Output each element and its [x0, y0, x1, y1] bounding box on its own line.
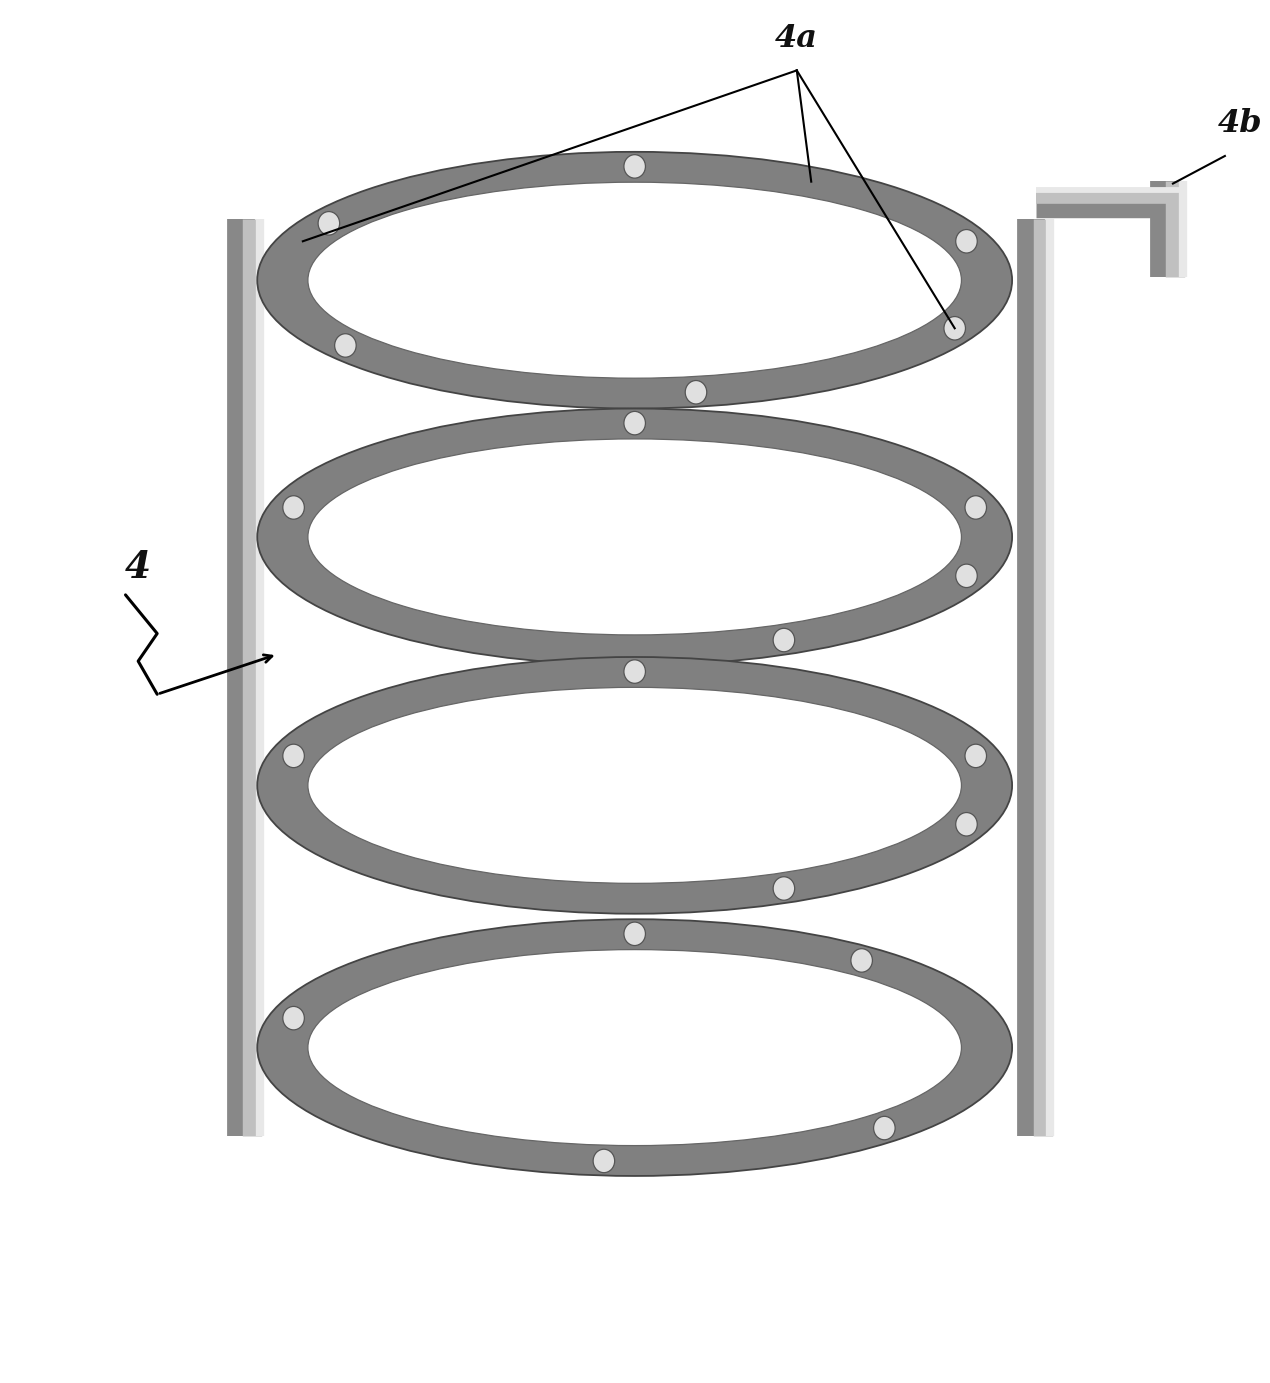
Ellipse shape [292, 173, 977, 387]
Ellipse shape [307, 687, 961, 884]
Ellipse shape [273, 160, 997, 400]
Ellipse shape [273, 928, 997, 1167]
Circle shape [773, 877, 795, 900]
Ellipse shape [282, 423, 987, 650]
Circle shape [851, 949, 872, 972]
Ellipse shape [292, 940, 977, 1155]
Ellipse shape [282, 167, 987, 393]
Ellipse shape [307, 438, 961, 635]
Circle shape [956, 564, 977, 588]
Circle shape [624, 411, 645, 434]
Circle shape [283, 495, 305, 519]
Ellipse shape [258, 408, 1012, 665]
Ellipse shape [287, 170, 982, 390]
Ellipse shape [282, 935, 987, 1160]
Circle shape [956, 813, 977, 835]
Ellipse shape [307, 950, 961, 1145]
Ellipse shape [273, 418, 997, 656]
Circle shape [624, 660, 645, 683]
Circle shape [283, 744, 305, 768]
Ellipse shape [297, 682, 972, 889]
Ellipse shape [287, 427, 982, 647]
Ellipse shape [278, 420, 992, 653]
Circle shape [335, 333, 356, 357]
Ellipse shape [263, 660, 1007, 910]
Ellipse shape [263, 922, 1007, 1173]
Ellipse shape [307, 950, 961, 1145]
Ellipse shape [302, 180, 966, 382]
Text: 4a: 4a [775, 24, 818, 54]
Circle shape [624, 155, 645, 178]
Circle shape [956, 230, 977, 253]
Ellipse shape [273, 667, 997, 904]
Ellipse shape [282, 672, 987, 899]
Ellipse shape [302, 685, 966, 887]
Ellipse shape [307, 183, 961, 378]
Circle shape [686, 380, 706, 404]
Ellipse shape [268, 925, 1002, 1170]
Ellipse shape [292, 430, 977, 644]
Ellipse shape [278, 931, 992, 1164]
Circle shape [318, 212, 339, 235]
Ellipse shape [297, 176, 972, 384]
Ellipse shape [292, 678, 977, 892]
Ellipse shape [297, 943, 972, 1152]
Circle shape [283, 1007, 305, 1030]
Ellipse shape [268, 415, 1002, 660]
Circle shape [965, 744, 987, 768]
Ellipse shape [302, 436, 966, 638]
Circle shape [944, 317, 965, 340]
Ellipse shape [268, 662, 1002, 907]
Ellipse shape [258, 920, 1012, 1176]
Ellipse shape [297, 433, 972, 640]
Circle shape [965, 495, 987, 519]
Ellipse shape [258, 152, 1012, 408]
Ellipse shape [307, 687, 961, 884]
Ellipse shape [268, 158, 1002, 402]
Circle shape [624, 922, 645, 946]
Text: 4: 4 [126, 549, 151, 586]
Ellipse shape [287, 938, 982, 1158]
Ellipse shape [263, 412, 1007, 662]
Circle shape [874, 1116, 895, 1140]
Ellipse shape [307, 183, 961, 378]
Ellipse shape [258, 657, 1012, 914]
Circle shape [593, 1149, 615, 1173]
Ellipse shape [287, 675, 982, 896]
Ellipse shape [307, 438, 961, 635]
Text: 4b: 4b [1218, 108, 1262, 140]
Ellipse shape [278, 165, 992, 397]
Circle shape [773, 628, 795, 651]
Ellipse shape [263, 155, 1007, 405]
Ellipse shape [302, 946, 966, 1149]
Ellipse shape [278, 669, 992, 902]
